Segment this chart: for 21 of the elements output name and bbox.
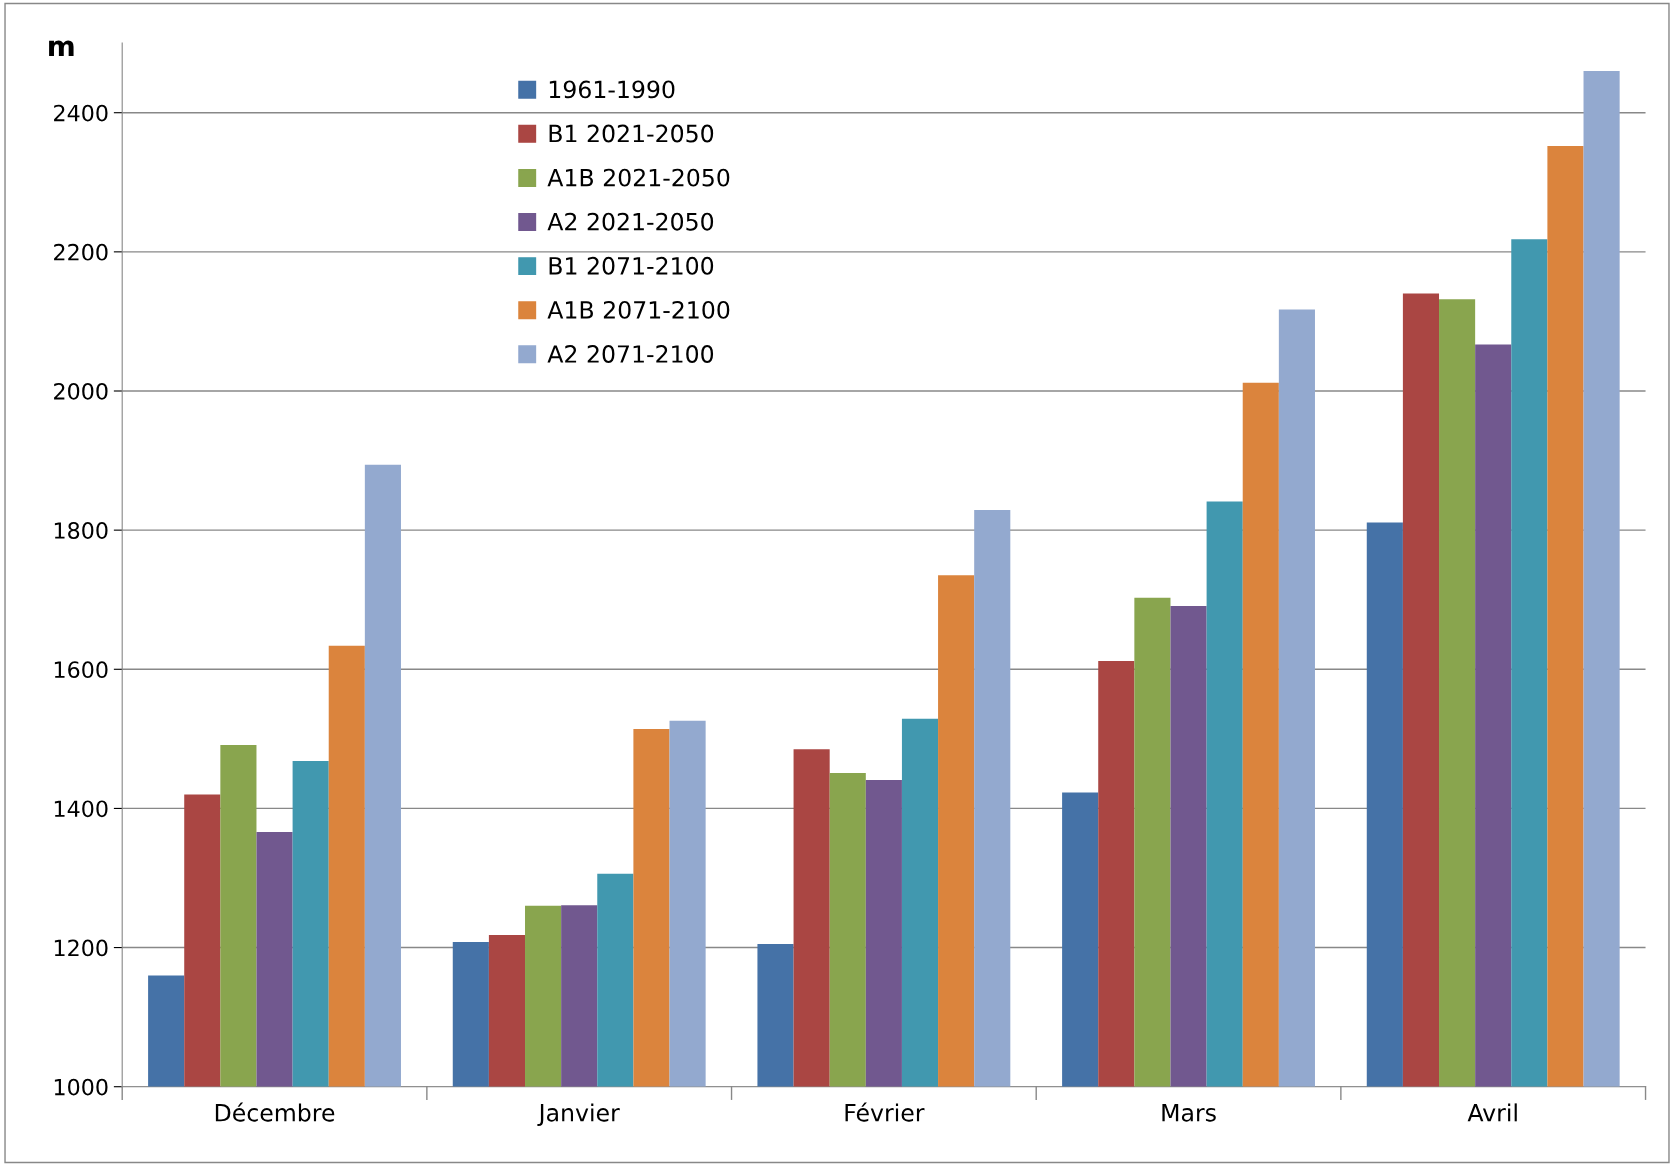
- legend-label: B1 2021-2050: [549, 124, 714, 143]
- legend-label: B1 2071-2100: [549, 256, 714, 275]
- legend-label: A1B 2071-2100: [547, 300, 730, 319]
- y-tick-label: 1000: [54, 1078, 108, 1096]
- y-tick-label: 1800: [54, 522, 108, 539]
- legend-label: 1961-1990: [549, 80, 675, 99]
- x-tick-label: Janvier: [537, 1103, 620, 1127]
- y-tick-label: 2400: [54, 104, 108, 122]
- y-tick-label: 2000: [54, 382, 108, 400]
- y-tick-label: 1200: [54, 939, 108, 957]
- y-axis-title: m: [49, 40, 74, 57]
- legend-label: A2 2021-2050: [547, 212, 714, 231]
- legend-label: A2 2071-2100: [547, 345, 714, 363]
- x-tick-label: Mars: [1162, 1104, 1216, 1122]
- y-tick-label: 1400: [54, 800, 108, 818]
- legend-label: A1B 2021-2050: [547, 168, 730, 187]
- y-tick-label: 1600: [54, 661, 108, 679]
- x-tick-label: Avril: [1467, 1103, 1517, 1122]
- y-tick-label: 2200: [54, 243, 108, 261]
- x-tick-label: Février: [845, 1102, 925, 1122]
- x-tick-label: Décembre: [215, 1102, 335, 1122]
